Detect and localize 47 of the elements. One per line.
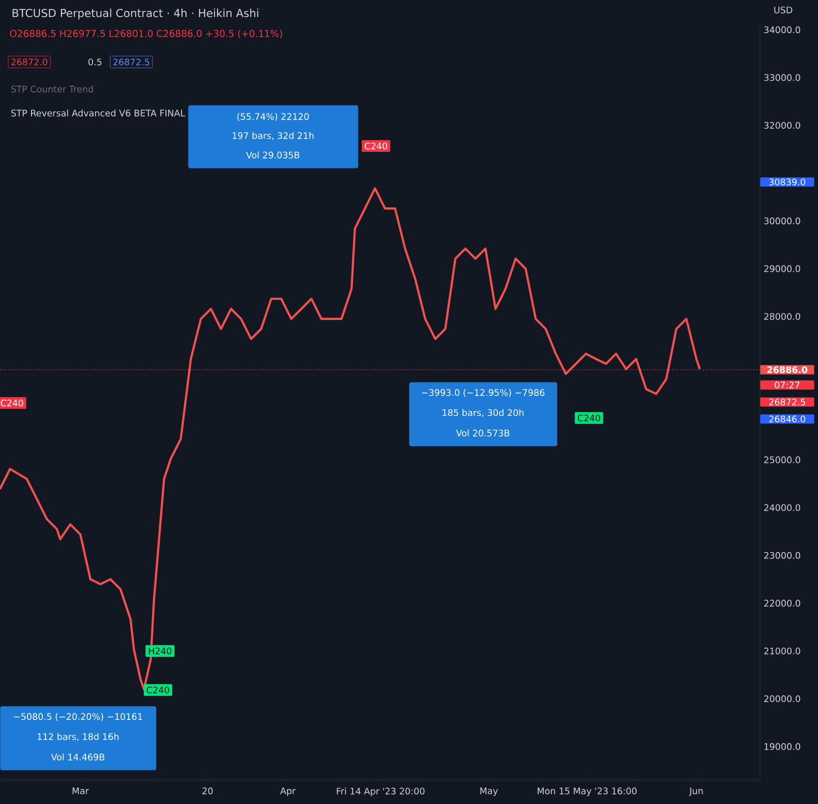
annotation: 112 bars, 18d 16h (38, 733, 119, 741)
x-tick-label: Fri 14 Apr '23 20:00 (336, 788, 424, 796)
annotation: C240 (364, 142, 388, 150)
chart-subtitle: O26886.5 H26977.5 L26801.0 C26886.0 +30.5 (+0.11%) (10, 30, 282, 38)
annotation: Vol 14.469B (51, 754, 104, 760)
y-tick-label: 33000.0 (764, 74, 800, 81)
annotation: −3993.0 (−12.95%) −7986 (422, 388, 544, 398)
annotation: Vol 20.573B (456, 430, 510, 436)
text: 26846.0 (769, 416, 806, 422)
text: 26872.5 (769, 398, 806, 406)
annotation: C240 (0, 400, 24, 406)
y-tick-label: 25000.0 (764, 456, 800, 464)
x-tick-label: Apr (280, 788, 296, 796)
annotation: 185 bars, 30d 20h (442, 409, 524, 417)
y-tick-label: 30000.0 (764, 218, 800, 224)
y-axis-title: USD (774, 6, 792, 14)
annotation: 26872.0 (11, 58, 48, 66)
annotation: H240 (148, 648, 172, 654)
y-tick-label: 24000.0 (764, 504, 800, 512)
annotation: 0.5 (88, 58, 102, 66)
x-tick-label: 20 (202, 788, 213, 794)
annotation: Vol 29.035B (246, 152, 300, 158)
y-tick-label: 29000.0 (764, 265, 800, 272)
annotation: C240 (578, 414, 600, 422)
y-tick-label: 21000.0 (764, 648, 800, 654)
x-tick-label: Mar (72, 788, 89, 794)
annotation: STP Counter Trend (11, 86, 93, 92)
annotation: 26872.5 (113, 58, 150, 66)
y-tick-label: 28000.0 (764, 313, 800, 320)
x-tick-label: Jun (688, 788, 703, 796)
annotation: (55.74%) 22120 (237, 112, 309, 122)
x-tick-label: May (480, 788, 498, 796)
y-tick-label: 32000.0 (764, 122, 800, 129)
x-tick-label: Mon 15 May '23 16:00 (538, 788, 637, 796)
annotation: −5080.5 (−20.20%) −10161 (14, 712, 142, 722)
annotation: STP Reversal Advanced V6 BETA FINAL (11, 110, 186, 116)
text: 07:27 (774, 382, 800, 388)
text: 30839.0 (769, 178, 806, 186)
y-tick-label: 23000.0 (764, 552, 800, 559)
ref-line-label: 26886.0 (767, 366, 808, 374)
y-tick-label: 20000.0 (764, 695, 800, 702)
annotation: 197 bars, 32d 21h (232, 132, 314, 140)
y-tick-label: 22000.0 (764, 600, 800, 607)
annotation: C240 (146, 686, 170, 694)
y-tick-label: 34000.0 (764, 26, 800, 34)
y-tick-label: 19000.0 (764, 743, 800, 750)
chart-title: BTCUSD Perpetual Contract · 4h · Heikin Ashi (12, 8, 258, 20)
